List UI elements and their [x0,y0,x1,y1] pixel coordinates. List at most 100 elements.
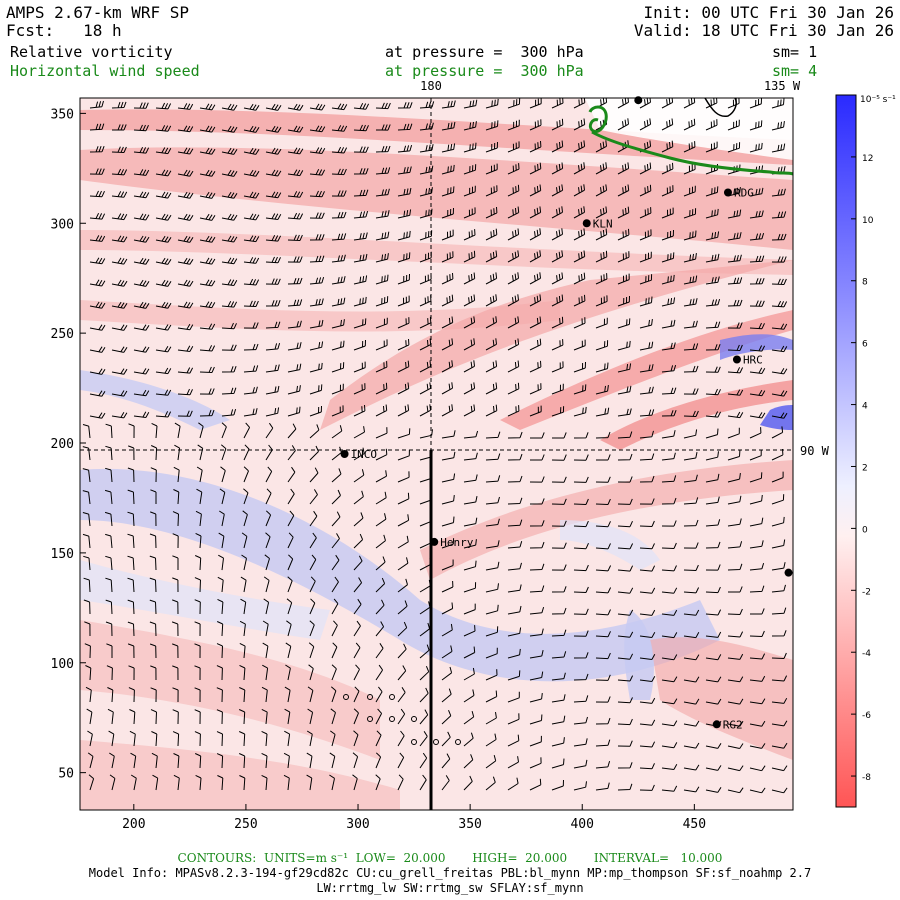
wind-barb [573,98,586,109]
wind-barb [705,344,721,351]
wind-barb [705,253,720,263]
wind-barb [82,533,91,549]
wind-barb [463,142,477,153]
wind-barb [265,488,272,505]
wind-barb [133,346,150,353]
y-tick-label: 350 [51,107,74,122]
wind-barb [331,146,348,154]
wind-barb [661,520,677,527]
wind-barb [749,720,766,727]
wind-barb [485,453,501,461]
wind-barb [551,737,565,747]
wind-barb [661,785,678,792]
y-tick-label: 250 [51,327,74,342]
wind-barb [529,228,541,241]
wind-barb [85,665,92,681]
wind-barb [727,787,744,794]
wind-barb [82,468,91,483]
wind-barb [595,609,611,616]
wind-barb [749,472,763,483]
wind-barb [771,121,785,131]
wind-barb [331,468,342,483]
wind-barb [309,255,325,263]
wind-barb [194,753,202,769]
wind-barb [507,453,523,461]
wind-barb [331,190,347,197]
wind-barb [441,294,454,307]
wind-barb [683,654,700,661]
wind-barb [705,388,721,396]
wind-barb [104,511,113,527]
wind-barb [485,669,498,681]
wind-barb [573,542,589,550]
wind-barb [595,565,612,572]
wind-barb [771,539,786,549]
wind-barb [441,272,454,285]
wind-barb [551,758,565,769]
wind-barb [111,146,127,153]
wind-barb [265,125,282,133]
wind-barb [221,235,238,243]
wind-barb [683,519,699,527]
wind-barb [353,232,368,241]
wind-barb [352,752,359,769]
wind-barb [194,555,202,571]
wind-barb [85,686,92,703]
wind-barb [263,576,270,593]
wind-barb [329,752,336,769]
wind-barb [287,212,304,220]
wind-barb [397,514,410,527]
wind-barb [353,210,369,219]
wind-barb [507,497,523,505]
wind-barb [221,191,238,199]
wind-barb [771,584,786,593]
wind-barb [507,777,519,791]
wind-barb [89,190,105,198]
wind-barb [639,140,652,153]
wind-barb [507,670,521,681]
wind-barb [216,643,223,659]
wind-barb [617,318,631,329]
wind-barb [375,730,382,747]
wind-barb [309,532,317,549]
wind-barb [375,361,388,373]
wind-barb [287,510,295,527]
wind-barb [89,168,105,175]
wind-barb [172,555,179,570]
wind-barb [133,146,150,154]
wind-barb [595,273,608,285]
wind-barb [221,422,227,439]
wind-barb [419,230,433,241]
wind-barb [573,759,588,769]
wind-barb [441,731,451,747]
wind-barb [617,363,632,373]
wind-barb [331,642,338,659]
wind-barb [397,144,413,153]
wind-barb [397,730,405,747]
wind-barb [463,582,477,593]
wind-barb [155,389,172,396]
wind-barb [661,410,677,417]
wind-barb [221,125,238,133]
wind-barb [243,488,249,505]
wind-barb [573,520,589,528]
wind-barb [551,651,567,659]
wind-barb [661,742,678,749]
pressure-level-1: at pressure = 300 hPa [385,43,584,61]
colorbar-tick-label: 8 [862,278,868,288]
wind-barb [595,521,611,528]
wind-barb [705,564,721,571]
wind-barb [727,187,741,197]
wind-barb [683,365,699,373]
wind-barb [727,119,740,131]
wind-barb [485,206,498,219]
wind-barb [529,757,542,769]
smoothing-1: sm= 1 [772,43,818,61]
wind-barb [397,708,406,725]
wind-barb [309,125,326,133]
wind-barb [617,543,634,550]
wind-barb [353,577,363,593]
wind-barb [529,316,542,329]
wind-barb [485,496,500,505]
wind-barb [194,643,201,659]
